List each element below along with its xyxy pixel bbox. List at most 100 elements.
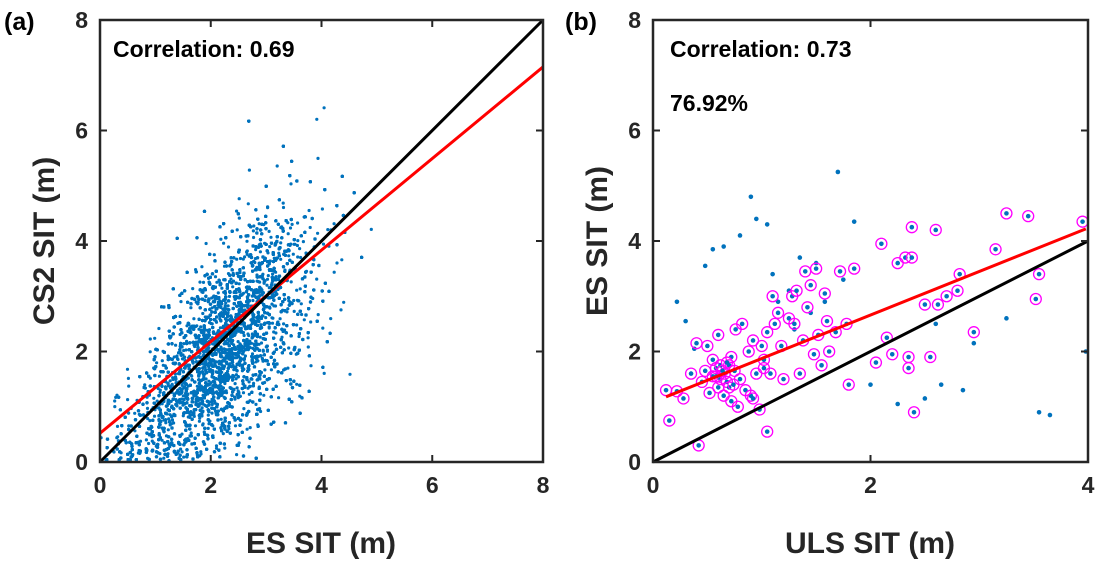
panel-a-data-point (179, 447, 183, 451)
panel-a-data-point (277, 251, 281, 255)
panel-a-data-point (160, 359, 164, 363)
panel-a-data-point (218, 326, 222, 330)
panel-a-data-point (266, 274, 270, 278)
panel-a-data-point (182, 455, 186, 459)
panel-a-data-point (322, 371, 326, 375)
panel-a-data-point (300, 312, 304, 317)
panel-a-data-point (339, 308, 343, 312)
panel-a-data-point (200, 265, 204, 269)
panel-a-data-point (231, 285, 235, 289)
panel-a-data-point (197, 419, 201, 423)
panel-a-data-point (233, 424, 238, 428)
panel-a-data-point (198, 280, 202, 284)
panel-a-data-point (265, 277, 270, 281)
panel-a-data-point (348, 372, 352, 376)
panel-a-data-point (113, 405, 117, 409)
panel-a-data-point (204, 241, 208, 246)
panel-a-data-point (243, 354, 247, 358)
panel-a-data-point (237, 216, 241, 220)
panel-a-data-point (207, 321, 212, 325)
panel-a-data-point (258, 335, 262, 339)
panel-a-data-point (184, 440, 188, 444)
panel-a-data-point (219, 417, 223, 421)
panel-a-data-point (306, 336, 310, 340)
panel-a-data-point (144, 438, 148, 442)
panel-a-data-point (246, 202, 250, 206)
panel-a-data-point (198, 416, 202, 420)
panel-a-data-point (292, 309, 296, 313)
panel-a-data-point (127, 384, 131, 388)
panel-a-data-point (309, 364, 313, 368)
panel-a-data-point (226, 304, 230, 308)
panel-a-data-point (242, 333, 246, 338)
panel-a-data-point (180, 450, 184, 454)
panel-a-data-point (247, 168, 251, 172)
panel-a-data-point (298, 287, 302, 291)
panel-a-data-point (224, 301, 228, 305)
panel-a-data-point (287, 346, 291, 350)
panel-a-data-point (247, 392, 251, 396)
panel-a-data-point (258, 285, 262, 289)
panel-a-data-point (259, 323, 263, 327)
panel-a-data-point (193, 424, 198, 428)
panel-a-data-point (282, 322, 286, 326)
panel-a-data-point (298, 247, 302, 251)
panel-a-data-point (263, 368, 267, 372)
panel-a-data-point (258, 250, 262, 254)
panel-a-data-point (206, 426, 210, 430)
panel-a-data-point (295, 323, 299, 327)
panel-a-data-point (164, 421, 168, 425)
panel-a-data-point (172, 421, 176, 425)
panel-a-data-point (269, 368, 273, 372)
panel-a-data-point (210, 306, 214, 310)
panel-a-data-point (214, 446, 219, 450)
panel-a-data-point (166, 452, 170, 456)
panel-a-data-point (245, 427, 249, 431)
panel-a-data-point (238, 256, 243, 261)
panel-a-data-point (236, 340, 240, 344)
panel-a-data-point (126, 376, 130, 380)
panel-a-data-point (252, 259, 256, 263)
panel-a-data-point (270, 293, 274, 297)
panel-a-data-point (221, 432, 225, 436)
panel-a-data-point (265, 349, 269, 353)
panel-a-data-point (262, 393, 266, 397)
panel-a-data-point (125, 367, 130, 371)
panel-a-data-point (281, 201, 285, 205)
panel-a-data-point (306, 345, 310, 349)
panel-a-data-point (292, 298, 296, 303)
panel-a-data-point (203, 387, 207, 391)
panel-a-data-point (172, 355, 176, 359)
panel-a-data-point (321, 326, 325, 330)
panel-a-data-point (271, 316, 275, 320)
panel-a-data-point (243, 255, 247, 259)
panel-a-data-point (181, 414, 185, 418)
panel-a-data-point (215, 360, 219, 364)
panel-a-data-point (316, 156, 320, 160)
panel-a-data-point (281, 205, 286, 210)
panel-a-data-point (189, 306, 193, 310)
panel-a-data-point (201, 280, 206, 284)
panel-a-data-point (316, 313, 320, 317)
panel-a-data-point (342, 300, 346, 304)
panel-a-data-point (291, 252, 295, 256)
panel-a-data-point (257, 222, 261, 226)
panel-a-data-point (148, 337, 152, 341)
panel-a-data-point (326, 228, 330, 232)
panel-a-data-point (235, 453, 239, 457)
panel-a-data-point (260, 356, 264, 360)
panel-a-data-point (152, 414, 157, 418)
panel-a-data-point (199, 325, 203, 329)
panel-a-data-point (235, 228, 239, 232)
panel-a-data-point (161, 363, 165, 367)
panel-a-data-point (269, 235, 273, 239)
panel-a-data-point (148, 419, 152, 423)
panel-a-data-point (278, 317, 282, 321)
panel-a-data-point (267, 262, 271, 266)
panel-a-data-point (332, 222, 336, 226)
panel-a-data-point (267, 325, 271, 329)
panel-a-data-point (252, 235, 256, 240)
panel-a-data-point (182, 348, 186, 353)
panel-a-data-point (250, 352, 255, 356)
panel-a-data-point (279, 241, 283, 245)
